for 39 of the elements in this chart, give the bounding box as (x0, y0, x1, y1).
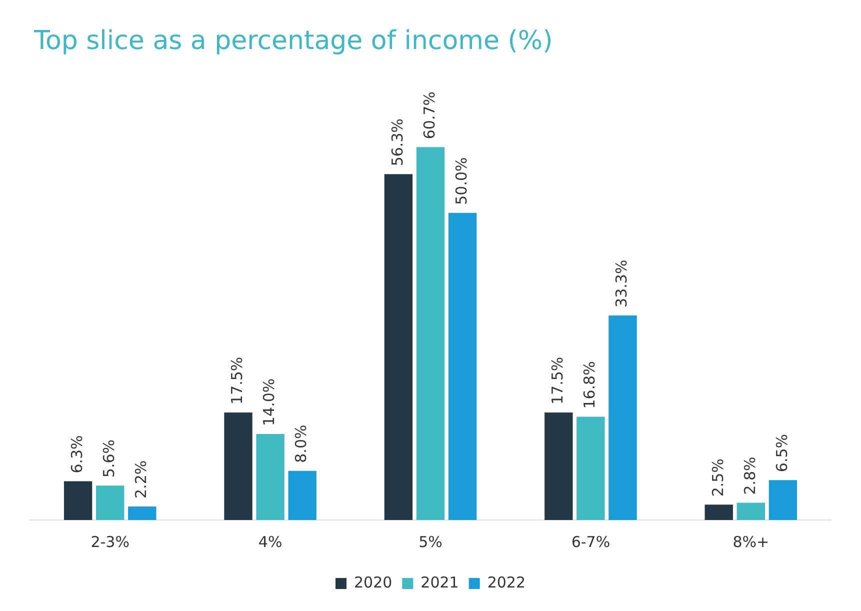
data-label: 6.5% (772, 434, 791, 472)
bar (768, 480, 798, 520)
data-label: 2.5% (708, 458, 727, 497)
bar (448, 212, 477, 520)
data-label: 2.2% (132, 460, 150, 498)
data-label: 17.5% (548, 356, 567, 404)
data-label: 33.3% (612, 260, 631, 308)
bar (96, 486, 124, 520)
legend-label: 2021 (420, 573, 459, 592)
bar (736, 502, 765, 520)
legend-label: 2022 (487, 573, 526, 592)
bar (256, 434, 284, 520)
data-label: 17.5% (228, 356, 246, 404)
data-label: 60.7% (420, 91, 438, 140)
bar (608, 315, 637, 520)
x-tick-label: 4% (258, 532, 282, 551)
data-label: 50.0% (452, 157, 470, 205)
x-tick-label: 8%+ (732, 532, 770, 551)
bar (384, 174, 413, 520)
chart-title: Top slice as a percentage of income (%) (34, 26, 553, 56)
data-label: 56.3% (388, 118, 406, 166)
bar (416, 147, 445, 520)
data-label: 5.6% (100, 439, 118, 478)
data-label: 16.8% (580, 361, 599, 409)
bar (64, 481, 92, 520)
bar (288, 470, 316, 520)
legend-label: 2020 (354, 573, 392, 592)
bar (544, 412, 573, 520)
x-tick-label: 2-3% (90, 532, 130, 551)
bar (128, 506, 156, 520)
data-label: 14.0% (260, 378, 278, 426)
x-tick-label: 6-7% (571, 532, 610, 551)
data-label: 8.0% (292, 424, 310, 463)
bar (576, 416, 605, 520)
x-tick-label: 5% (418, 532, 442, 551)
data-label: 2.8% (740, 456, 759, 495)
bar (704, 504, 733, 520)
bar (224, 412, 252, 520)
data-label: 6.3% (68, 435, 86, 474)
